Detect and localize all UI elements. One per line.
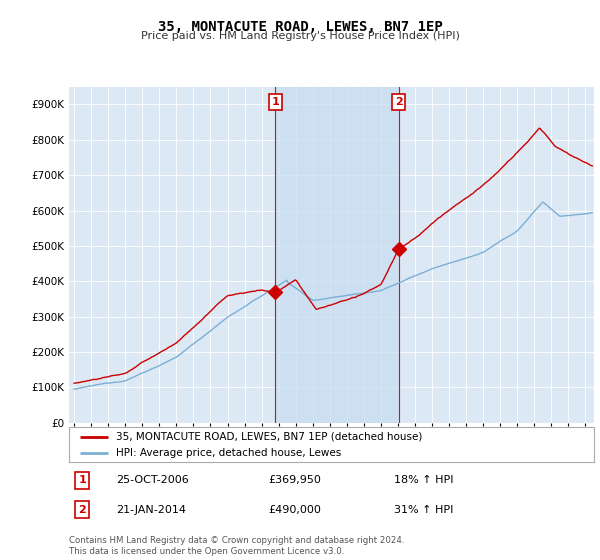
Text: Contains HM Land Registry data © Crown copyright and database right 2024.
This d: Contains HM Land Registry data © Crown c… (69, 536, 404, 556)
Text: £369,950: £369,950 (269, 475, 322, 486)
Text: 1: 1 (272, 97, 279, 107)
Text: HPI: Average price, detached house, Lewes: HPI: Average price, detached house, Lewe… (116, 447, 341, 458)
Bar (275, 87, 399, 423)
Text: 25-OCT-2006: 25-OCT-2006 (116, 475, 189, 486)
Text: 35, MONTACUTE ROAD, LEWES, BN7 1EP (detached house): 35, MONTACUTE ROAD, LEWES, BN7 1EP (deta… (116, 432, 422, 442)
Text: 21-JAN-2014: 21-JAN-2014 (116, 505, 186, 515)
Text: 2: 2 (78, 505, 86, 515)
Text: 35, MONTACUTE ROAD, LEWES, BN7 1EP: 35, MONTACUTE ROAD, LEWES, BN7 1EP (158, 20, 442, 34)
Text: 31% ↑ HPI: 31% ↑ HPI (395, 505, 454, 515)
Text: £490,000: £490,000 (269, 505, 322, 515)
Text: 1: 1 (78, 475, 86, 486)
Text: Price paid vs. HM Land Registry's House Price Index (HPI): Price paid vs. HM Land Registry's House … (140, 31, 460, 41)
Text: 2: 2 (395, 97, 403, 107)
Text: 18% ↑ HPI: 18% ↑ HPI (395, 475, 454, 486)
